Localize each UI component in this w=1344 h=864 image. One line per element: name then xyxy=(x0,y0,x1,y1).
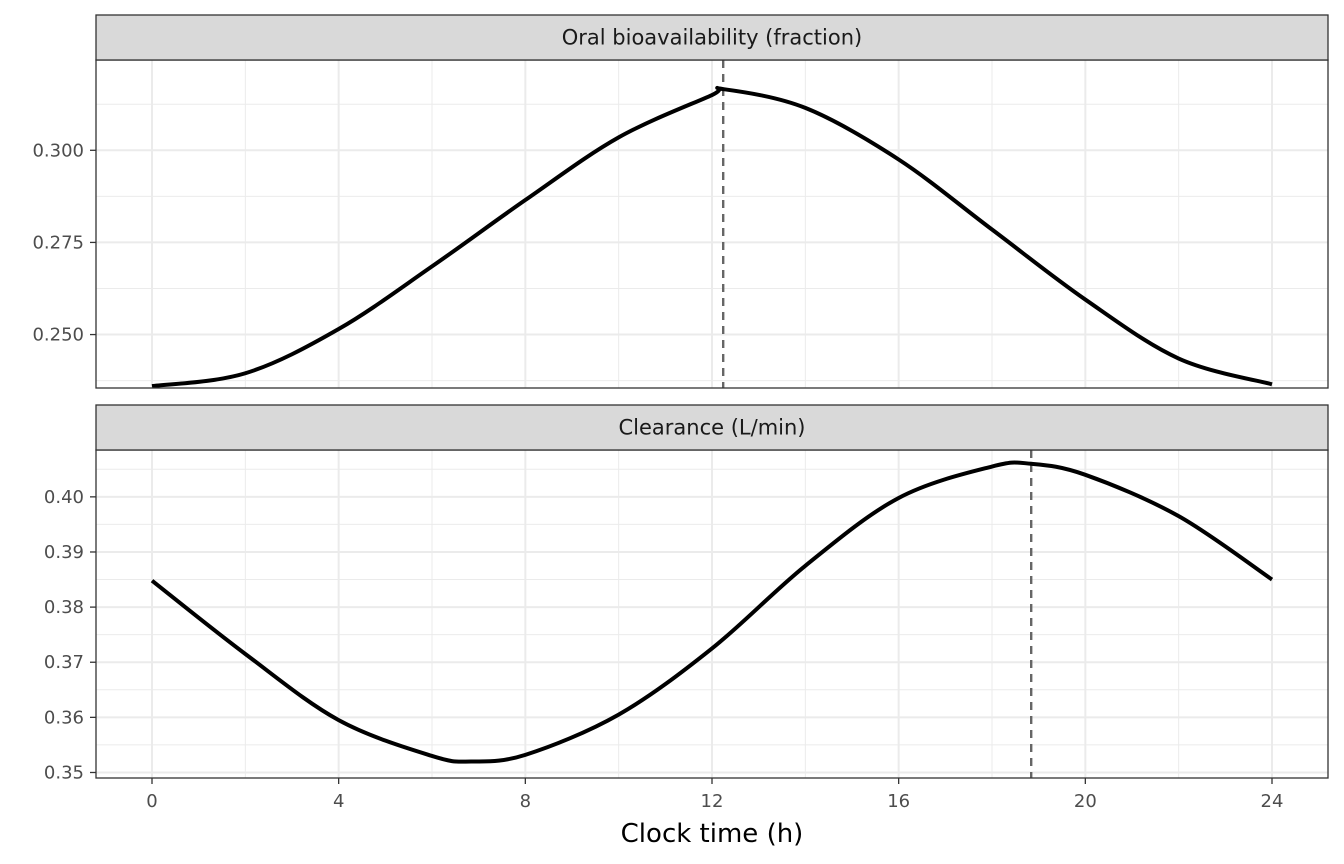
facet-strip-label: Oral bioavailability (fraction) xyxy=(562,26,862,50)
y-tick-label: 0.275 xyxy=(32,232,84,253)
y-tick-label: 0.40 xyxy=(44,487,84,508)
panel-2: Clearance (L/min) 0.35 0.36 0.37 0.38 0.39 0.4… xyxy=(44,404,1329,783)
x-tick-label: 12 xyxy=(701,791,724,812)
y-tick-label: 0.36 xyxy=(44,707,84,728)
x-tick-label: 8 xyxy=(520,791,531,812)
series-line xyxy=(151,85,1273,389)
x-tick-label: 0 xyxy=(146,791,157,812)
panel-1: Oral bioavailability (fraction) 0.250 0.27… xyxy=(32,14,1329,389)
x-axis-title: Clock time (h) xyxy=(621,819,804,849)
facet-strip-label: Clearance (L/min) xyxy=(618,416,805,440)
y-tick-label: 0.39 xyxy=(44,542,84,563)
y-tick-label: 0.250 xyxy=(32,325,84,346)
x-axis: 0 4 8 12 16 20 24 xyxy=(146,778,1283,812)
facet-strip xyxy=(95,14,1329,61)
x-tick-label: 16 xyxy=(887,791,910,812)
y-tick-label: 0.38 xyxy=(44,597,84,618)
panels-layer: Oral bioavailability (fraction) 0.250 0.27… xyxy=(32,14,1329,812)
x-tick-label: 4 xyxy=(333,791,344,812)
series-line xyxy=(150,460,1274,764)
y-tick-label: 0.300 xyxy=(32,140,84,161)
y-tick-label: 0.35 xyxy=(44,762,84,783)
x-tick-label: 20 xyxy=(1074,791,1097,812)
y-tick-label: 0.37 xyxy=(44,652,84,673)
x-tick-label: 24 xyxy=(1261,791,1284,812)
facet-strip xyxy=(95,404,1329,451)
